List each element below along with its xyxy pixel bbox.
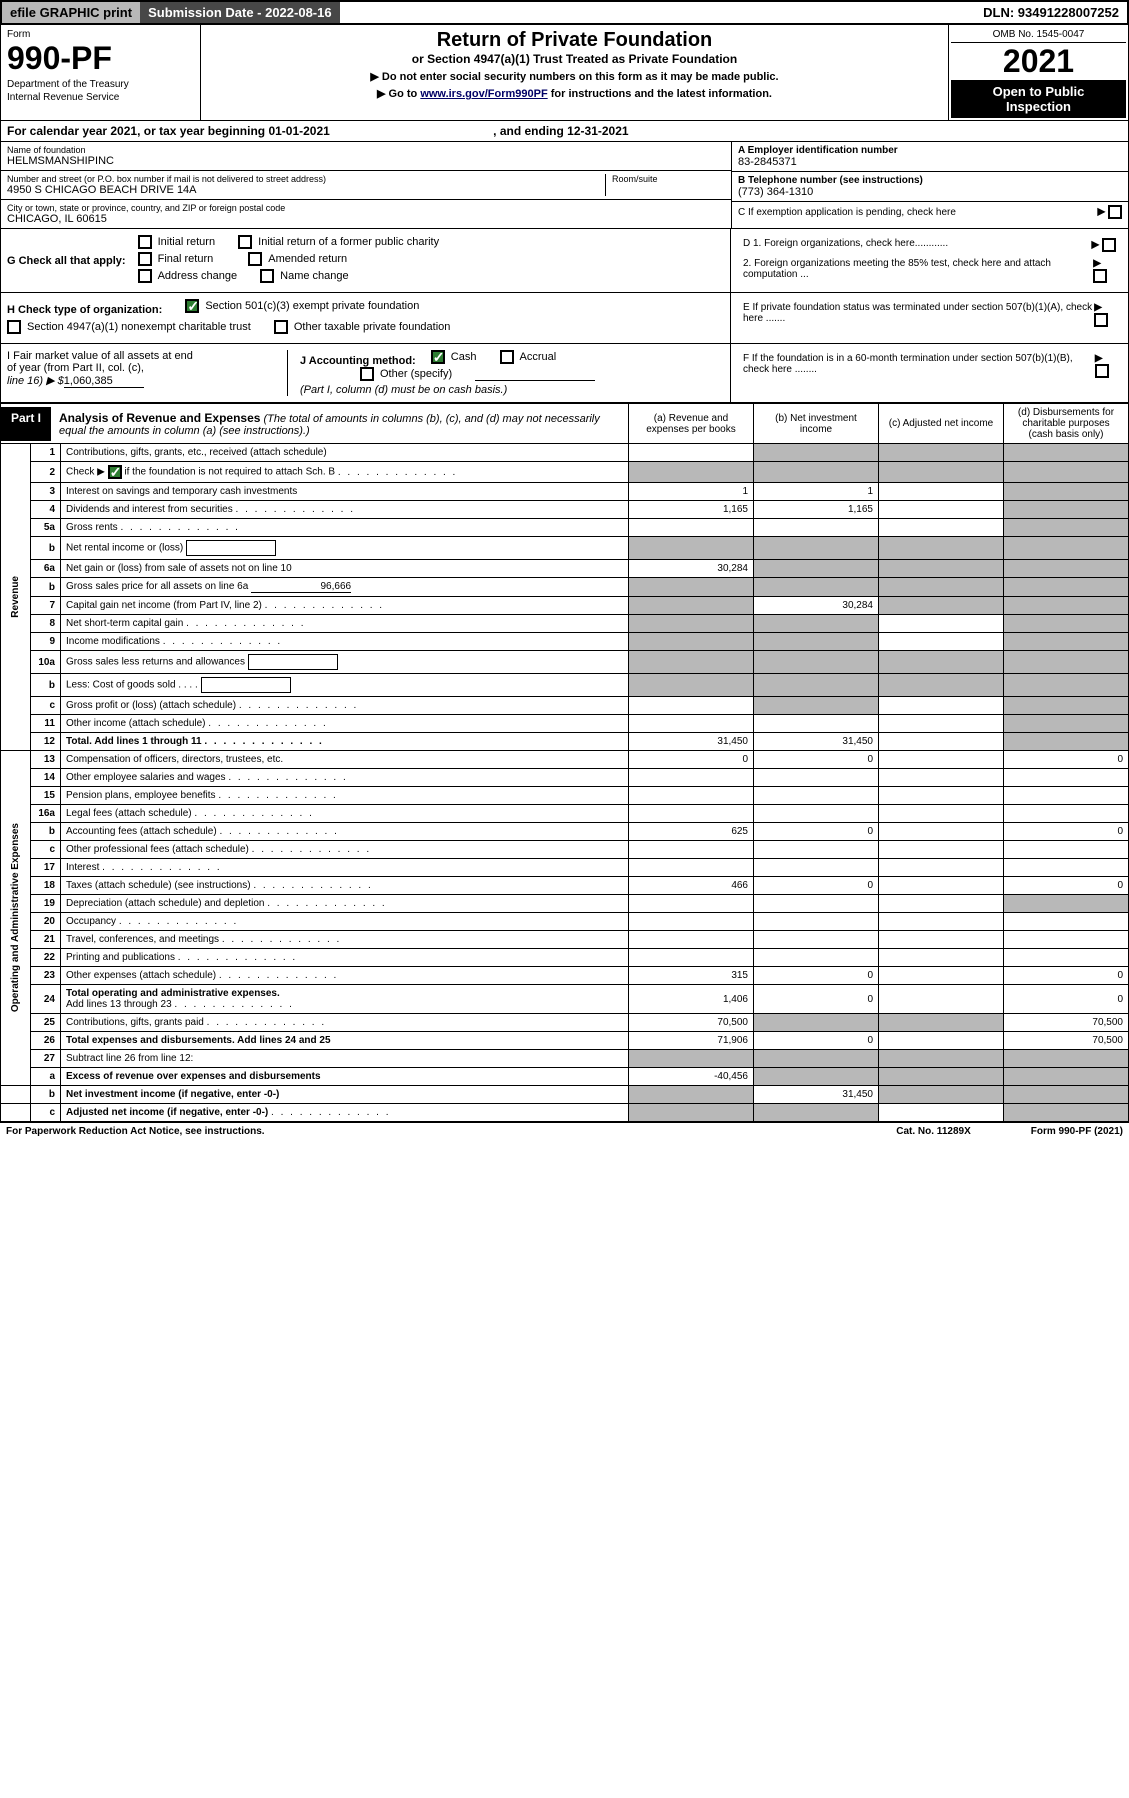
- initial-return[interactable]: Initial return: [138, 235, 215, 249]
- cat-number: Cat. No. 11289X: [896, 1126, 970, 1137]
- col-a-header: (a) Revenue and expenses per books: [629, 404, 754, 444]
- j-label: J Accounting method:: [300, 355, 416, 367]
- form-id-block: Form 990-PF Department of the Treasury I…: [1, 25, 201, 120]
- year-block: OMB No. 1545-0047 2021 Open to Public In…: [948, 25, 1128, 120]
- exemption-pending: C If exemption application is pending, c…: [732, 202, 1128, 222]
- topbar: efile GRAPHIC print Submission Date - 20…: [0, 0, 1129, 25]
- name-change[interactable]: Name change: [260, 269, 349, 283]
- j-accrual[interactable]: Accrual: [500, 350, 557, 364]
- check-section-h: H Check type of organization: Section 50…: [0, 293, 1129, 344]
- form-label: Form: [7, 29, 194, 40]
- ein: 83-2845371: [738, 156, 1122, 168]
- j-note: (Part I, column (d) must be on cash basi…: [300, 384, 724, 396]
- h-other[interactable]: Other taxable private foundation: [274, 320, 451, 334]
- dept-treasury: Department of the Treasury: [7, 79, 194, 90]
- j-cash[interactable]: Cash: [431, 350, 477, 364]
- form-footer: Form 990-PF (2021): [1031, 1126, 1123, 1137]
- i-label2: of year (from Part II, col. (c),: [7, 362, 287, 374]
- ssn-warning: ▶ Do not enter social security numbers o…: [207, 70, 942, 83]
- bottom-row: For Paperwork Reduction Act Notice, see …: [0, 1122, 1129, 1140]
- g-label: G Check all that apply:: [7, 255, 126, 267]
- d2-foreign-85: 2. Foreign organizations meeting the 85%…: [737, 255, 1122, 286]
- d2-checkbox[interactable]: [1093, 269, 1107, 283]
- city-state-zip: CHICAGO, IL 60615: [7, 213, 725, 225]
- calendar-year-row: For calendar year 2021, or tax year begi…: [0, 121, 1129, 142]
- omb-number: OMB No. 1545-0047: [951, 27, 1126, 43]
- address-cell: Number and street (or P.O. box number if…: [1, 171, 731, 200]
- dln: DLN: 93491228007252: [975, 2, 1127, 23]
- address-change[interactable]: Address change: [138, 269, 238, 283]
- instructions-link[interactable]: www.irs.gov/Form990PF: [420, 88, 547, 100]
- form-header: Form 990-PF Department of the Treasury I…: [0, 25, 1129, 121]
- sch-b-checkbox[interactable]: [108, 465, 122, 479]
- check-section-g: G Check all that apply: Initial return I…: [0, 229, 1129, 293]
- form-subtitle: or Section 4947(a)(1) Trust Treated as P…: [207, 52, 942, 66]
- efile-print-label[interactable]: efile GRAPHIC print: [2, 2, 140, 23]
- h-label: H Check type of organization:: [7, 304, 162, 316]
- col-c-header: (c) Adjusted net income: [879, 404, 1004, 444]
- form-number: 990-PF: [7, 40, 194, 77]
- part1-table: Part I Analysis of Revenue and Expenses …: [0, 403, 1129, 1122]
- part1-badge: Part I: [1, 407, 51, 441]
- entity-info: Name of foundation HELMSMANSHIPINC Numbe…: [0, 142, 1129, 229]
- f-checkbox[interactable]: [1095, 364, 1109, 378]
- amended-return[interactable]: Amended return: [248, 252, 347, 266]
- d1-foreign: D 1. Foreign organizations, check here..…: [737, 235, 1122, 255]
- d1-checkbox[interactable]: [1102, 238, 1116, 252]
- room-suite-label: Room/suite: [612, 174, 725, 184]
- j-other[interactable]: Other (specify): [360, 367, 452, 381]
- phone: (773) 364-1310: [738, 186, 1122, 198]
- final-return[interactable]: Final return: [138, 252, 214, 266]
- initial-former[interactable]: Initial return of a former public charit…: [238, 235, 439, 249]
- street-address: 4950 S CHICAGO BEACH DRIVE 14A: [7, 184, 605, 196]
- h-501c3[interactable]: Section 501(c)(3) exempt private foundat…: [185, 299, 419, 313]
- fair-market-value: 1,060,385: [64, 375, 144, 388]
- tax-year: 2021: [951, 43, 1126, 80]
- form-title: Return of Private Foundation: [207, 29, 942, 52]
- form-title-block: Return of Private Foundation or Section …: [201, 25, 948, 120]
- check-section-ij: I Fair market value of all assets at end…: [0, 344, 1129, 403]
- col-b-header: (b) Net investment income: [754, 404, 879, 444]
- dept-irs: Internal Revenue Service: [7, 92, 194, 103]
- i-label1: I Fair market value of all assets at end: [7, 350, 287, 362]
- e-terminated: E If private foundation status was termi…: [737, 299, 1122, 330]
- foundation-name: HELMSMANSHIPINC: [7, 155, 725, 167]
- phone-cell: B Telephone number (see instructions) (7…: [732, 172, 1128, 202]
- foundation-name-cell: Name of foundation HELMSMANSHIPINC: [1, 142, 731, 171]
- ein-cell: A Employer identification number 83-2845…: [732, 142, 1128, 172]
- col-d-header: (d) Disbursements for charitable purpose…: [1004, 404, 1129, 444]
- city-cell: City or town, state or province, country…: [1, 200, 731, 228]
- revenue-side-label: Revenue: [1, 444, 31, 751]
- e-checkbox[interactable]: [1094, 313, 1108, 327]
- exemption-checkbox[interactable]: [1108, 205, 1122, 219]
- f-termination: F If the foundation is in a 60-month ter…: [737, 350, 1122, 381]
- h-4947[interactable]: Section 4947(a)(1) nonexempt charitable …: [7, 320, 251, 334]
- instructions-link-row: ▶ Go to www.irs.gov/Form990PF for instru…: [207, 87, 942, 100]
- submission-date: Submission Date - 2022-08-16: [140, 2, 340, 23]
- open-inspection: Open to Public Inspection: [951, 80, 1126, 118]
- expenses-side-label: Operating and Administrative Expenses: [1, 751, 31, 1086]
- paperwork-notice: For Paperwork Reduction Act Notice, see …: [6, 1126, 265, 1137]
